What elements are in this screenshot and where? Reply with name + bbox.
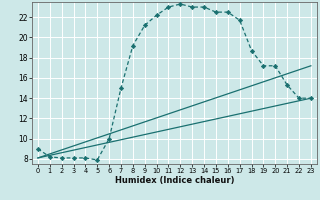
X-axis label: Humidex (Indice chaleur): Humidex (Indice chaleur) bbox=[115, 176, 234, 185]
